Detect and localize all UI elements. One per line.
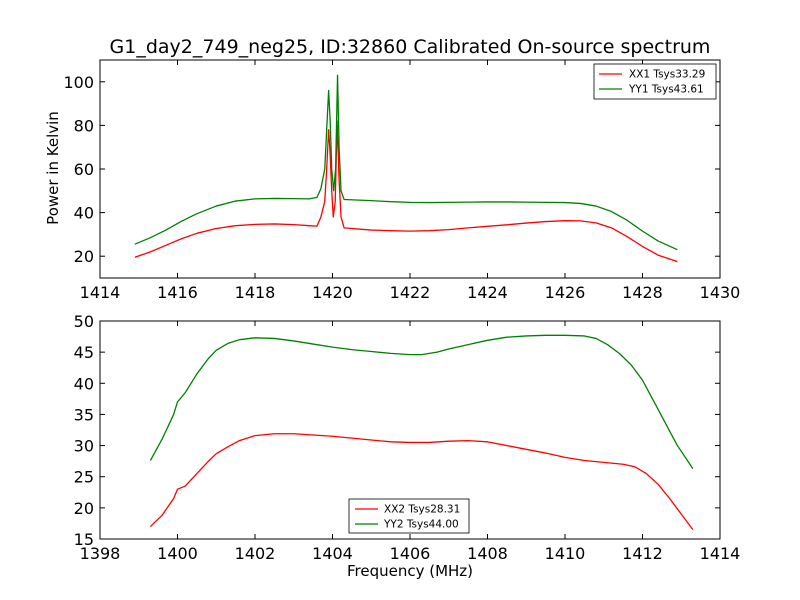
bottom-series-layer (149, 334, 694, 531)
top-ticks-layer: 1414 1416 1418 1420 1422 1424 1426 1428 1430 20 40… (63, 60, 740, 302)
bottom-y-tick-label: 40 (74, 374, 94, 393)
bottom-axes-frame (99, 320, 721, 540)
top-series-line-2 (134, 74, 678, 251)
top-x-tick-label: 1418 (235, 283, 276, 302)
bottom-legend: XX2 Tsys28.31 YY2 Tsys44.00 (348, 498, 470, 534)
bottom-y-tick-label: 30 (74, 437, 94, 456)
top-x-tick-label: 1426 (545, 283, 586, 302)
top-x-tick-label: 1416 (157, 283, 198, 302)
top-series-line-1 (134, 120, 678, 263)
bottom-x-tick-label: 1402 (235, 544, 276, 563)
chart-title: G1_day2_749_neg25, ID:32860 Calibrated O… (110, 36, 711, 58)
bottom-x-tick-label: 1406 (390, 544, 431, 563)
top-legend-label-xx1: XX1 Tsys33.29 (629, 69, 705, 81)
bottom-y-tick-label: 25 (74, 468, 94, 487)
top-legend: XX1 Tsys33.29 YY1 Tsys43.61 (593, 63, 717, 100)
bottom-x-tick-label: 1398 (80, 544, 121, 563)
top-y-tick-label: 60 (74, 160, 94, 179)
bottom-y-tick-label: 45 (74, 343, 94, 362)
bottom-x-tick-label: 1414 (700, 544, 741, 563)
bottom-x-tick-label: 1408 (467, 544, 508, 563)
top-y-tick-label: 20 (74, 247, 94, 266)
bottom-legend-box (348, 498, 470, 534)
top-x-tick-label: 1430 (700, 283, 741, 302)
y-axis-label: Power in Kelvin (44, 111, 62, 225)
top-y-tick-label: 80 (74, 116, 94, 135)
x-axis-label: Frequency (MHz) (347, 562, 473, 580)
top-x-tick-label: 1422 (390, 283, 431, 302)
bottom-legend-label-xx2: XX2 Tsys28.31 (384, 504, 460, 516)
top-y-tick-label: 40 (74, 204, 94, 223)
bottom-series-line-2 (149, 334, 694, 469)
top-legend-box (593, 63, 717, 100)
top-axes-frame (99, 59, 721, 279)
top-x-tick-label: 1428 (622, 283, 663, 302)
bottom-x-tick-label: 1400 (157, 544, 198, 563)
top-plot-area: 1414 1416 1418 1420 1422 1424 1426 1428 1430 20 40… (63, 59, 740, 302)
bottom-x-tick-label: 1404 (312, 544, 353, 563)
bottom-y-tick-label: 50 (74, 312, 94, 331)
bottom-y-tick-label: 15 (74, 530, 94, 549)
bottom-y-tick-label: 35 (74, 405, 94, 424)
bottom-y-tick-label: 20 (74, 499, 94, 518)
top-legend-label-yy1: YY1 Tsys43.61 (628, 84, 704, 96)
bottom-ticks-layer: 1398 1400 1402 1404 1406 1408 1410 1412 1414 15 20… (74, 312, 741, 563)
bottom-legend-label-yy2: YY2 Tsys44.00 (383, 519, 459, 531)
top-y-tick-label: 100 (63, 73, 94, 92)
top-x-tick-label: 1424 (467, 283, 508, 302)
bottom-x-tick-label: 1410 (545, 544, 586, 563)
top-series-layer (134, 74, 678, 263)
bottom-plot-area: 1398 1400 1402 1404 1406 1408 1410 1412 1414 15 20… (74, 312, 741, 563)
bottom-x-tick-label: 1412 (622, 544, 663, 563)
bottom-series-line-1 (149, 433, 694, 531)
top-x-tick-label: 1420 (312, 283, 353, 302)
top-x-tick-label: 1414 (80, 283, 121, 302)
